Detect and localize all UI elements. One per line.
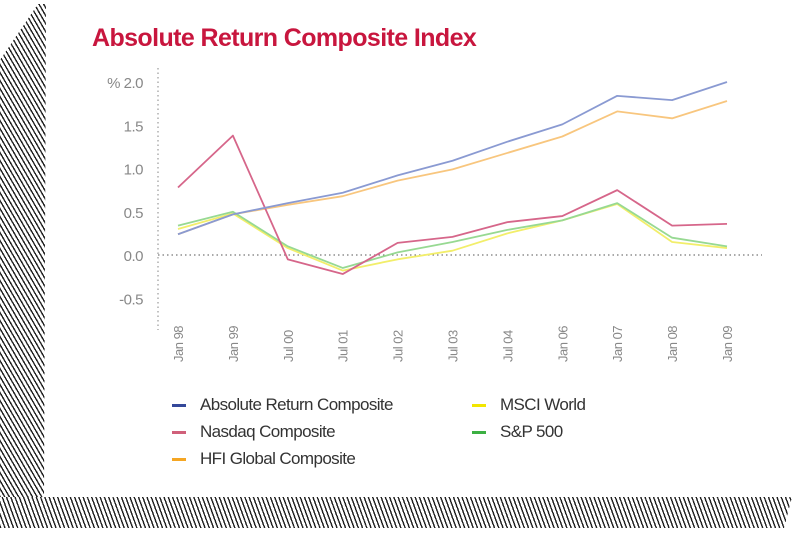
x-tick-label: Jan 99 xyxy=(226,326,241,362)
y-tick-label: -0.5 xyxy=(119,291,143,308)
legend-item: S&P 500 xyxy=(472,422,563,442)
legend-label: Absolute Return Composite xyxy=(200,395,393,414)
series-line-s-p-500 xyxy=(177,202,728,269)
series-line-msci-world xyxy=(177,203,728,272)
x-tick-label: Jan 98 xyxy=(171,326,186,362)
legend-marker xyxy=(172,457,186,461)
legend-marker xyxy=(172,430,186,434)
x-tick-label: Jan 08 xyxy=(665,326,680,362)
legend-item: HFI Global Composite xyxy=(172,449,356,469)
y-tick-label: 1.0 xyxy=(124,162,144,179)
legend-item: MSCI World xyxy=(472,395,586,415)
y-tick-label: 1.5 xyxy=(124,118,144,135)
legend-label: S&P 500 xyxy=(500,422,563,441)
y-tick-label: 0.0 xyxy=(124,248,144,265)
x-tick-label: Jan 06 xyxy=(555,326,570,362)
x-tick-label: Jan 09 xyxy=(720,326,735,362)
x-tick-label: Jul 02 xyxy=(391,330,406,362)
hatch-decoration-left xyxy=(0,4,46,498)
y-tick-label: 0.5 xyxy=(124,205,144,222)
x-tick-label: Jul 01 xyxy=(336,330,351,362)
legend-item: Nasdaq Composite xyxy=(172,422,336,442)
x-tick-label: Jan 07 xyxy=(610,326,625,362)
x-tick-label: Jul 00 xyxy=(281,330,296,362)
y-tick-label: % 2.0 xyxy=(107,75,143,92)
series-line-nasdaq-composite xyxy=(177,134,728,275)
legend-marker xyxy=(172,403,186,407)
x-tick-label: Jul 04 xyxy=(500,330,515,362)
legend-label: HFI Global Composite xyxy=(200,449,356,468)
series-line-hfi-global-composite xyxy=(177,100,728,236)
chart-title: Absolute Return Composite Index xyxy=(92,24,477,52)
hatch-decoration-bottom xyxy=(0,497,792,528)
legend-marker xyxy=(472,403,486,407)
legend-item: Absolute Return Composite xyxy=(172,395,393,415)
series-line-absolute-return-composite xyxy=(177,81,728,236)
legend-label: Nasdaq Composite xyxy=(200,422,336,441)
legend-marker xyxy=(472,430,486,434)
x-tick-label: Jul 03 xyxy=(446,330,461,362)
legend-label: MSCI World xyxy=(500,395,586,414)
